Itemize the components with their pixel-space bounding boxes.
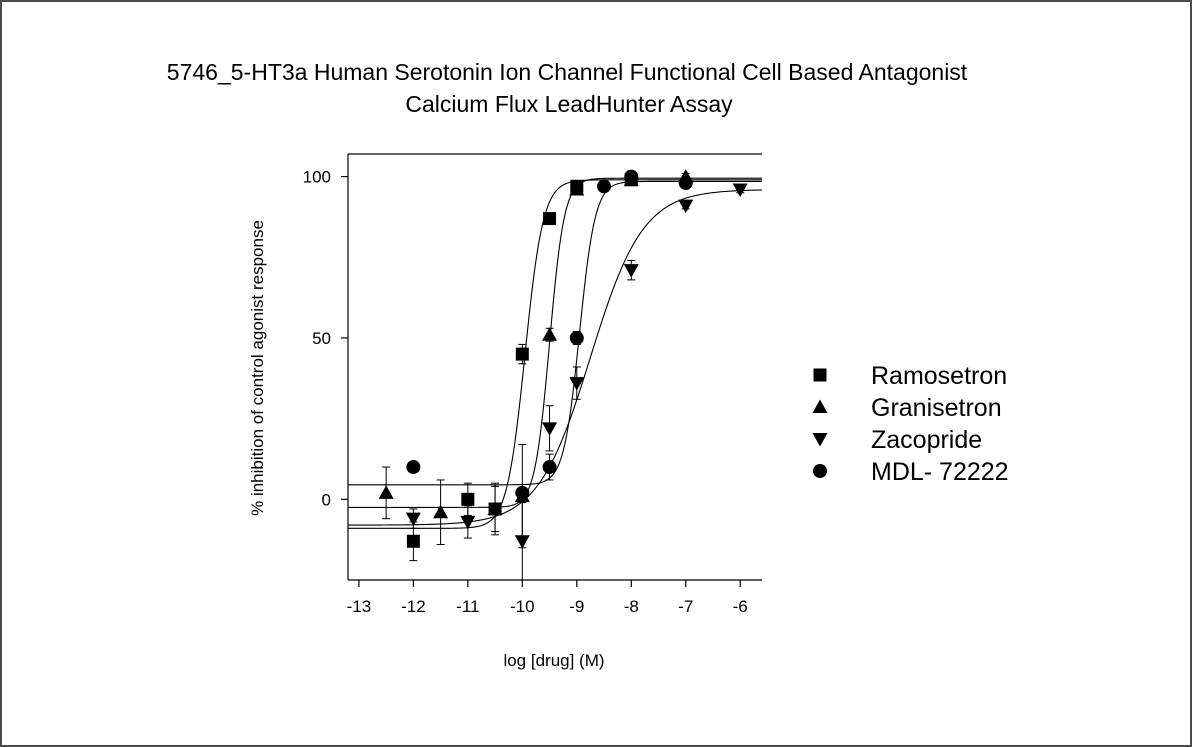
legend-marker-triangle-up	[812, 399, 828, 413]
y-tick-label: 0	[322, 490, 331, 509]
x-tick-label: -7	[678, 597, 693, 616]
data-point-circle	[597, 179, 612, 194]
legend-marker-circle	[813, 464, 827, 478]
data-point-circle	[624, 169, 639, 184]
data-point-square	[543, 212, 557, 226]
x-tick-label: -13	[347, 597, 372, 616]
data-point-triangle-down	[514, 535, 530, 549]
y-axis-title: % inhibition of control agonist response	[248, 220, 267, 516]
data-point-triangle-down	[405, 512, 421, 527]
chart-title: 5746_5-HT3a Human Serotonin Ion Channel …	[167, 59, 968, 117]
data-point-triangle-down	[732, 183, 748, 197]
data-point-triangle-down	[569, 377, 585, 391]
y-tick-label: 50	[312, 329, 331, 348]
data-point-triangle-up	[487, 501, 503, 515]
x-tick-label: -12	[401, 597, 426, 616]
y-tick-label: 100	[303, 168, 331, 187]
fit-curve-circle	[348, 180, 762, 486]
data-point-triangle-up	[433, 504, 449, 519]
data-point-circle	[678, 176, 693, 191]
x-axis-title: log [drug] (M)	[503, 651, 604, 670]
legend: Ramosetron Granisetron Zacopride MDL- 72222	[812, 362, 1009, 486]
data-point-square	[461, 492, 475, 506]
legend-label: Granisetron	[871, 394, 1002, 422]
legend-label: Zacopride	[871, 426, 982, 454]
data-point-square	[406, 534, 420, 548]
data-point-triangle-down	[678, 199, 694, 214]
data-point-circle	[542, 460, 557, 475]
data-point-triangle-up	[569, 182, 585, 196]
legend-label: Ramosetron	[871, 362, 1007, 390]
legend-marker-square	[813, 368, 827, 382]
data-point-triangle-down	[460, 515, 476, 530]
plot-area: -13 -12 -11 -10 -9 -8 -7 -6 0 50 100	[303, 153, 763, 616]
data-point-triangle-up	[542, 327, 558, 341]
fit-curve-square	[348, 179, 762, 529]
fit-curve-triangle-up	[348, 177, 762, 508]
data-point-square	[515, 347, 529, 361]
x-tick-label: -9	[569, 597, 584, 616]
chart-title-line-2: Calcium Flux LeadHunter Assay	[405, 91, 733, 117]
data-point-triangle-down	[542, 422, 558, 436]
fit-curve-triangle-down	[348, 189, 763, 526]
data-point-triangle-up	[378, 485, 394, 499]
x-tick-label: -8	[624, 597, 639, 616]
x-tick-label: -11	[456, 597, 479, 616]
x-tick-label: -6	[733, 597, 748, 616]
data-point-triangle-down	[623, 264, 639, 278]
chart-title-line-1: 5746_5-HT3a Human Serotonin Ion Channel …	[167, 59, 968, 85]
x-tick-label: -10	[510, 597, 535, 616]
data-point-circle	[569, 330, 584, 345]
legend-marker-triangle-down	[812, 433, 828, 447]
legend-label: MDL- 72222	[871, 458, 1009, 486]
data-point-circle	[406, 460, 421, 475]
data-point-circle	[515, 485, 530, 500]
